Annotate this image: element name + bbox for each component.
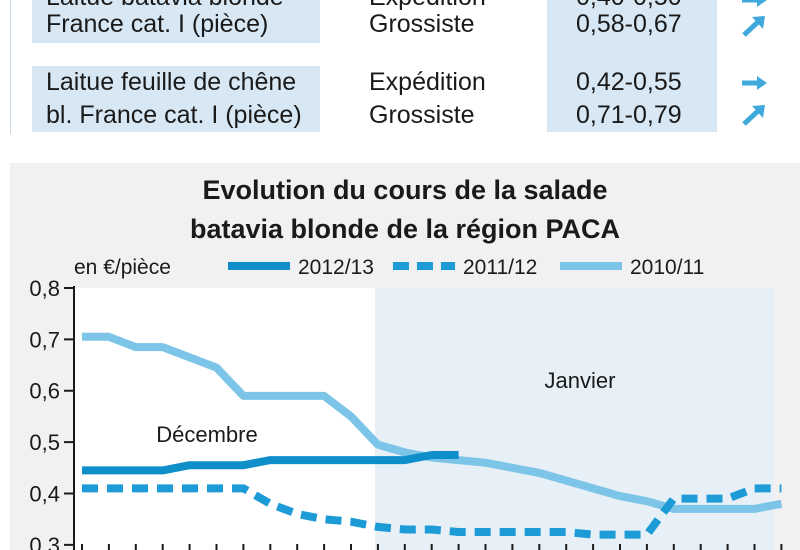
legend-label: 2012/13 (298, 256, 374, 279)
price-range: 0,42-0,55 (576, 68, 682, 96)
market-stage: Grossiste (369, 101, 475, 129)
product-cell (32, 0, 320, 43)
arrow-up-right-icon (742, 105, 765, 126)
chart-title: Evolution du cours de la salade (202, 175, 608, 205)
price-table: Laitue batavia blonde France cat. I (piè… (0, 0, 800, 150)
market-stage: Expédition (369, 0, 486, 14)
price-range: 0,71-0,79 (576, 101, 682, 129)
market-stage: Expédition (369, 68, 486, 96)
legend-item: 2011/12 (393, 256, 537, 279)
product-name: bl. France cat. I (pièce) (46, 101, 302, 129)
legend-item: 2012/13 (228, 256, 374, 279)
y-tick-label: 0,6 (29, 379, 60, 404)
product-name: Laitue feuille de chêne (46, 68, 297, 96)
legend-item: 2010/11 (560, 256, 704, 279)
y-tick-label: 0,5 (29, 430, 60, 455)
chart-subtitle: batavia blonde de la région PACA (189, 214, 621, 244)
price-range: 0,58-0,67 (576, 10, 682, 38)
product-name: France cat. I (pièce) (46, 10, 269, 38)
product-cell (32, 66, 320, 132)
price-range: 0,40-0,50 (576, 0, 682, 14)
region-label: Janvier (545, 368, 616, 393)
arrow-up-right-icon (742, 16, 765, 37)
y-tick-label: 0,3 (29, 533, 60, 550)
y-tick-label: 0,4 (29, 481, 60, 506)
table-left-border (10, 0, 11, 134)
price-column-background (547, 0, 717, 132)
y-tick-label: 0,8 (29, 276, 60, 301)
market-stage: Grossiste (369, 10, 475, 38)
y-axis-unit-label: en €/pièce (74, 256, 171, 279)
y-tick-label: 0,7 (29, 327, 60, 352)
legend-label: 2011/12 (463, 256, 537, 279)
month-region-1 (74, 288, 375, 550)
region-label: Décembre (156, 422, 257, 447)
series-line-2011-12 (82, 484, 782, 539)
series-line-2012-13 (82, 451, 459, 475)
product-name: Laitue batavia blonde (46, 0, 284, 14)
arrow-right-icon (742, 76, 767, 90)
legend-label: 2010/11 (630, 256, 704, 279)
arrow-right-icon (742, 0, 767, 7)
